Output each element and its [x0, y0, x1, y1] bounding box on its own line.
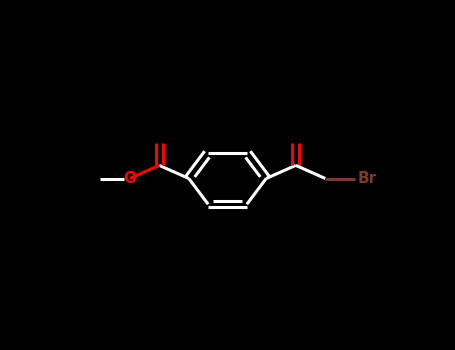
Text: O: O: [123, 171, 136, 186]
Text: Br: Br: [357, 171, 376, 186]
